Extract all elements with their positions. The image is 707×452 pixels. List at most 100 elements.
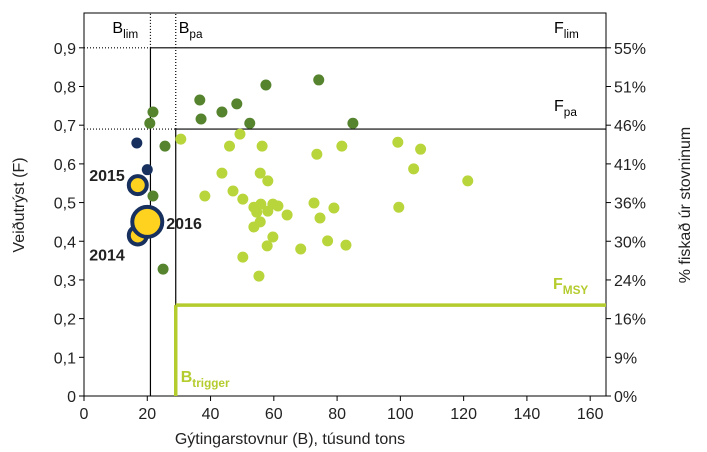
y-tick-label: 0,6 xyxy=(54,157,76,174)
point xyxy=(393,201,405,213)
point xyxy=(195,113,207,125)
btrigger-label: Btrigger xyxy=(181,369,230,390)
flim-label-sub: lim xyxy=(564,28,579,41)
point xyxy=(392,136,404,148)
x-tick-label: 20 xyxy=(138,406,156,423)
y-axis-label: Veiðutrýst (F) xyxy=(11,157,28,252)
point xyxy=(216,167,228,179)
point xyxy=(224,140,236,152)
y-tick-label: 0,8 xyxy=(54,80,76,97)
point-label: 2014 xyxy=(89,247,125,264)
y2-tick-label: 16% xyxy=(614,312,646,329)
blim-label-sub: lim xyxy=(123,28,138,41)
y-tick-label: 0,1 xyxy=(54,350,76,367)
highlight-point xyxy=(126,174,149,197)
fmsy-label: FMSY xyxy=(553,276,588,297)
y2-tick-label: 51% xyxy=(614,80,646,97)
btrigger-label-sub: trigger xyxy=(192,377,230,390)
highlight-point xyxy=(130,204,165,239)
point xyxy=(328,202,340,214)
point xyxy=(267,231,279,243)
y2-axis-label: % fiskað úr stovninum xyxy=(677,127,694,284)
point xyxy=(281,209,293,221)
x-tick-label: 140 xyxy=(514,406,541,423)
point xyxy=(131,137,143,149)
point xyxy=(253,270,265,282)
point xyxy=(262,175,274,187)
point xyxy=(251,206,263,218)
x-tick-label: 100 xyxy=(387,406,414,423)
y2-tick-label: 36% xyxy=(614,196,646,213)
point xyxy=(272,200,284,212)
point xyxy=(347,117,359,129)
point xyxy=(227,185,239,197)
point xyxy=(255,198,267,210)
blim-label-main: B xyxy=(112,20,123,37)
point xyxy=(340,239,352,251)
point xyxy=(244,117,256,129)
point xyxy=(308,197,320,209)
point xyxy=(141,164,153,176)
point xyxy=(147,190,159,202)
point xyxy=(336,140,348,152)
point xyxy=(256,140,268,152)
point-label: 2016 xyxy=(166,216,202,233)
bpa-label-main: B xyxy=(179,20,190,37)
point xyxy=(415,143,427,155)
flim-label-main: F xyxy=(554,20,564,37)
point xyxy=(199,190,211,202)
point xyxy=(313,74,325,86)
plot-frame xyxy=(83,12,607,397)
y2-tick-label: 24% xyxy=(614,273,646,290)
point xyxy=(144,117,156,129)
point xyxy=(237,193,249,205)
point xyxy=(260,79,272,91)
point xyxy=(254,167,266,179)
y2-tick-label: 55% xyxy=(614,41,646,58)
y2-tick-label: 30% xyxy=(614,234,646,251)
point xyxy=(311,148,323,160)
y2-tick-label: 9% xyxy=(614,350,637,367)
point xyxy=(248,221,260,233)
point xyxy=(147,106,159,118)
point-label: 2015 xyxy=(89,168,125,185)
y-tick-label: 0,4 xyxy=(54,234,76,251)
point xyxy=(175,133,187,145)
x-tick-label: 60 xyxy=(265,406,283,423)
y2-tick-label: 41% xyxy=(614,157,646,174)
y-tick-label: 0,5 xyxy=(54,196,76,213)
y-tick-label: 0,2 xyxy=(54,312,76,329)
point xyxy=(408,163,420,175)
y-tick-label: 0 xyxy=(67,389,76,406)
x-tick-label: 40 xyxy=(202,406,220,423)
fmsy-label-main: F xyxy=(553,276,563,293)
y-tick-label: 0,3 xyxy=(54,273,76,290)
fpa-label-main: F xyxy=(554,98,564,115)
point xyxy=(231,98,243,110)
x-tick-label: 120 xyxy=(450,406,477,423)
point xyxy=(462,175,474,187)
x-tick-label: 160 xyxy=(577,406,604,423)
point xyxy=(194,94,206,106)
btrigger-label-main: B xyxy=(181,369,193,386)
blim-label: Blim xyxy=(112,20,138,41)
fpa-label: Fpa xyxy=(554,98,577,119)
fmsy-label-sub: MSY xyxy=(563,284,589,297)
y2-tick-label: 0% xyxy=(614,389,637,406)
y2-tick-label: 46% xyxy=(614,118,646,135)
bpa-label-sub: pa xyxy=(189,28,203,41)
y-tick-label: 0,9 xyxy=(54,41,76,58)
x-tick-label: 80 xyxy=(328,406,346,423)
point xyxy=(216,106,228,118)
point xyxy=(322,235,334,247)
point xyxy=(159,140,171,152)
point xyxy=(234,128,246,140)
x-axis-label: Gýtingarstovnur (B), túsund tons xyxy=(175,431,405,448)
point xyxy=(314,212,326,224)
bpa-label: Bpa xyxy=(179,20,203,41)
y-tick-label: 0,7 xyxy=(54,118,76,135)
point xyxy=(237,251,249,263)
point xyxy=(261,240,273,252)
x-tick-label: 0 xyxy=(80,406,89,423)
